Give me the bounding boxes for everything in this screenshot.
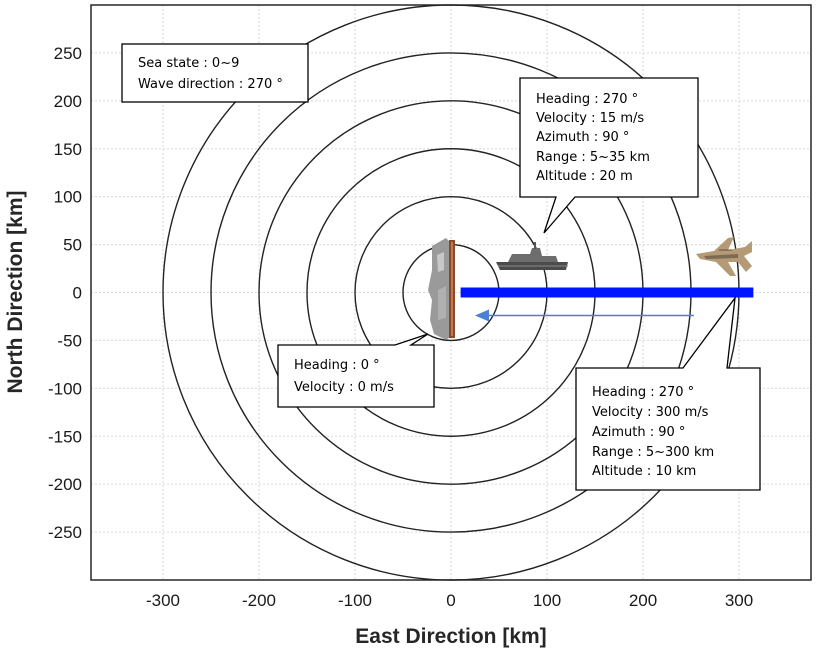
tick-labels: -300 -200 -100 0 100 200 300 250 200 150 100 50 0 -50… [48,44,753,610]
ship-callout: Heading : 270 ° Velocity : 15 m/s Azimut… [519,77,699,234]
y-tick-label: 250 [54,44,82,63]
x-tick-label: -300 [146,591,180,610]
y-tick-label: -100 [48,379,82,398]
ownship-callout-line-1: Heading : 0 ° [294,358,380,373]
x-tick-label: 200 [629,591,657,610]
ship-callout-line-5: Altitude : 20 m [536,169,633,184]
ship-callout-line-4: Range : 5~35 km [536,150,650,165]
x-tick-label: -200 [242,591,276,610]
sea-callout: Sea state : 0~9 Wave direction : 270 ° [121,43,309,103]
aircraft-callout-line-3: Azimuth : 90 ° [592,425,685,440]
y-axis-label: North Direction [km] [4,190,27,393]
sea-callout-line-2: Wave direction : 270 ° [138,77,283,92]
ship-callout-line-1: Heading : 270 ° [536,92,638,107]
x-tick-label: -100 [338,591,372,610]
aircraft-callout-line-2: Velocity : 300 m/s [592,405,709,420]
ownship-icon [428,238,455,340]
aircraft-icon [696,237,752,276]
x-tick-label: 0 [446,591,455,610]
aircraft-callout-line-4: Range : 5~300 km [592,445,714,460]
y-tick-label: -200 [48,475,82,494]
ownship-callout-line-2: Velocity : 0 m/s [294,380,394,395]
x-tick-label: 100 [533,591,561,610]
aircraft-callout-line-1: Heading : 270 ° [592,385,694,400]
ship-callout-line-3: Azimuth : 90 ° [536,130,629,145]
sea-callout-line-1: Sea state : 0~9 [138,56,239,71]
y-tick-label: -250 [48,523,82,542]
ship-callout-line-2: Velocity : 15 m/s [536,111,644,126]
ship-icon [496,242,568,270]
y-tick-label: 0 [73,284,82,303]
x-axis-label: East Direction [km] [355,625,546,648]
y-tick-label: -50 [57,331,82,350]
ship-motion-arrow [475,309,694,322]
y-tick-label: 150 [54,140,82,159]
x-tick-label: 300 [725,591,753,610]
ownship-callout: Heading : 0 ° Velocity : 0 m/s [277,333,435,408]
plot-frame [90,4,812,581]
y-tick-label: 50 [63,236,82,255]
aircraft-callout: Heading : 270 ° Velocity : 300 m/s Azimu… [575,295,761,491]
y-tick-label: 200 [54,92,82,111]
motion-arrow-head [475,309,489,322]
aircraft-callout-line-5: Altitude : 10 km [592,464,696,479]
y-tick-label: -150 [48,427,82,446]
y-tick-label: 100 [54,188,82,207]
